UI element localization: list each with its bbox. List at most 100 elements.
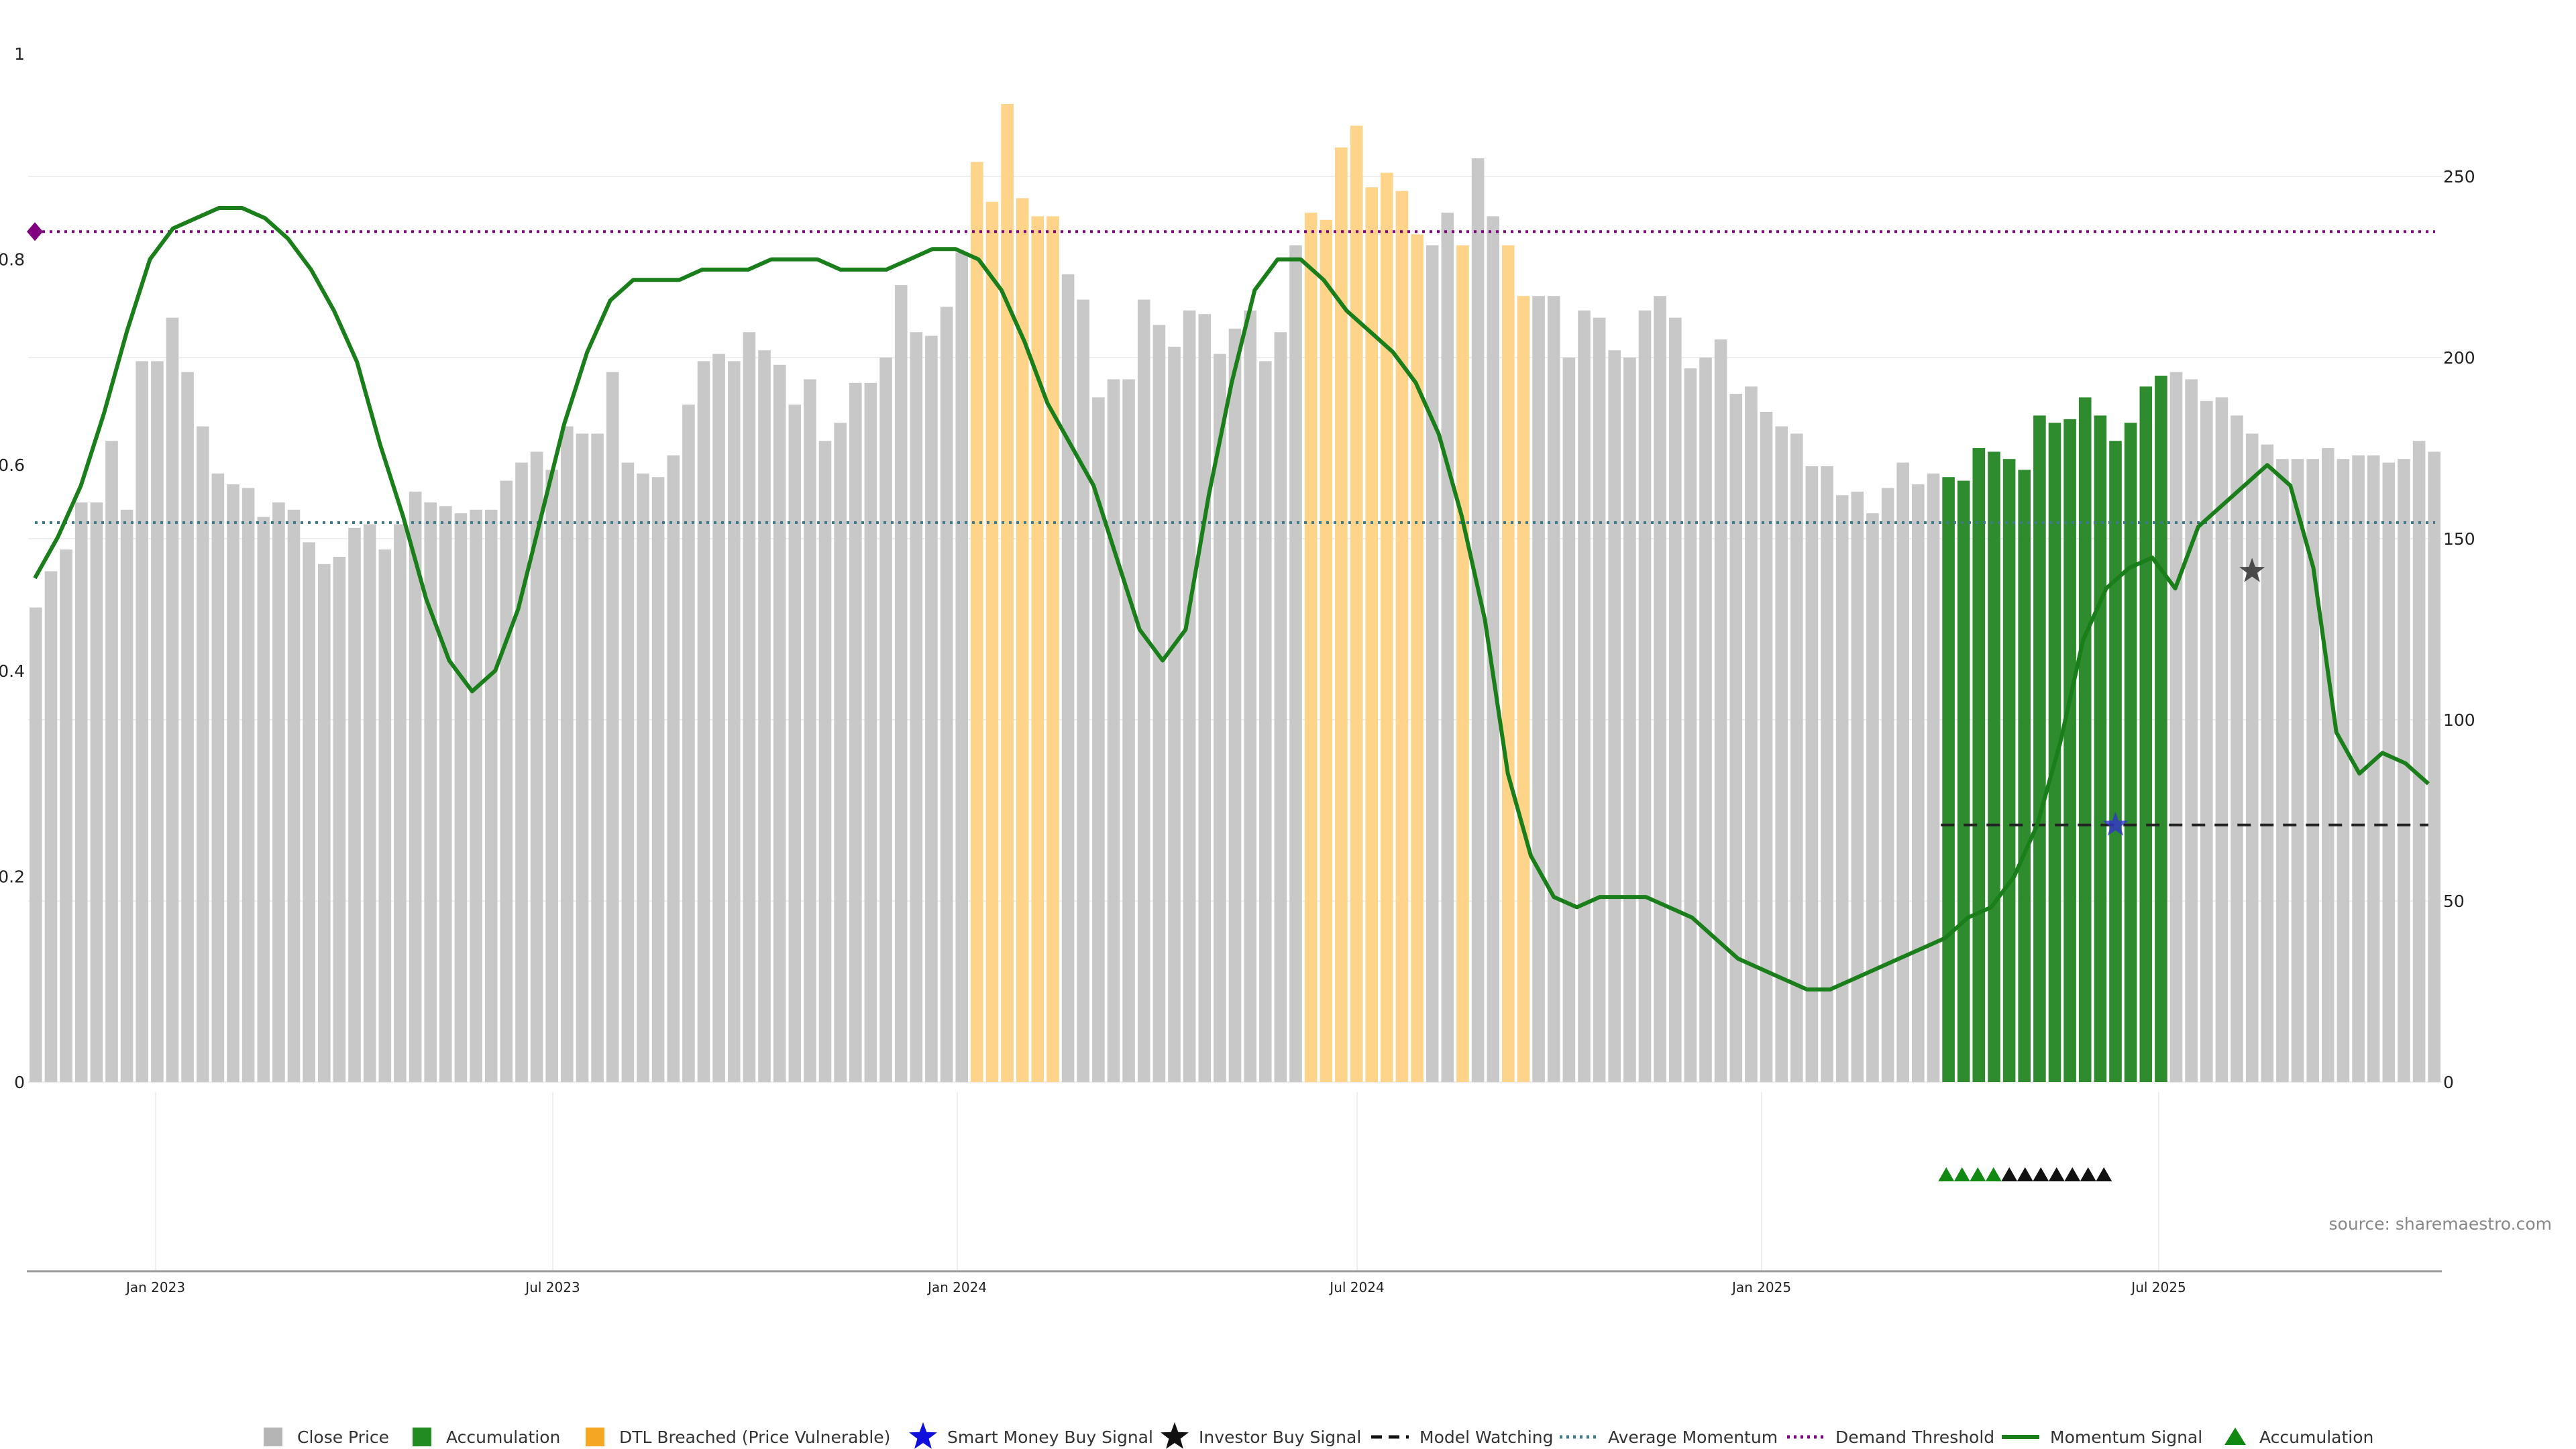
close-price-bar — [1168, 346, 1181, 1082]
close-price-bar — [287, 509, 301, 1082]
x-tick-label: Jan 2024 — [926, 1279, 987, 1295]
right-tick-label: 150 — [2443, 529, 2475, 549]
legend-label: Momentum Signal — [2050, 1428, 2202, 1447]
left-tick-label: 0.8 — [0, 250, 25, 270]
close-price-bar — [2367, 455, 2380, 1082]
close-price-bar — [333, 557, 346, 1082]
close-price-bar — [1441, 213, 1454, 1082]
close-price-bar — [500, 480, 513, 1082]
close-price-bar — [257, 517, 270, 1082]
dtl-breached-bar — [1304, 213, 1318, 1082]
close-price-bar — [120, 509, 133, 1082]
close-price-bar — [621, 462, 635, 1082]
legend-label: DTL Breached (Price Vulnerable) — [619, 1428, 890, 1447]
right-tick-label: 100 — [2443, 710, 2475, 730]
legend-item: Momentum Signal — [2002, 1428, 2202, 1447]
legend-label: Average Momentum — [1608, 1428, 1778, 1447]
dtl-breached-bar — [1320, 219, 1333, 1082]
accumulation-bar — [2078, 397, 2092, 1082]
momentum-signal-line — [33, 206, 2430, 991]
black-accumulation-marker — [2064, 1167, 2081, 1181]
close-price-bar — [864, 382, 877, 1082]
close-price-bar — [545, 470, 558, 1082]
right-tick-label: 200 — [2443, 348, 2475, 368]
legend-item: Model Watching — [1371, 1428, 1554, 1447]
close-price-bar — [682, 405, 695, 1082]
accumulation-bar — [2109, 441, 2122, 1082]
close-price-bar — [1289, 245, 1302, 1083]
close-price-bar — [2261, 444, 2274, 1082]
black-accumulation-marker — [2001, 1167, 2018, 1181]
close-price-bar — [1684, 368, 1697, 1083]
close-price-bar — [530, 451, 543, 1082]
close-price-bar — [1593, 317, 1606, 1083]
close-price-bar — [1821, 466, 1833, 1082]
close-price-bar — [955, 252, 968, 1082]
close-price-bar — [1471, 158, 1485, 1082]
source-label: source: sharemaestro.com — [2329, 1214, 2553, 1234]
close-price-bar — [1760, 412, 1773, 1082]
close-price-bar — [1775, 426, 1788, 1082]
close-price-bar — [1805, 466, 1819, 1082]
legend-square-icon — [264, 1428, 282, 1446]
close-price-bar — [834, 423, 847, 1082]
close-price-bar — [804, 379, 816, 1082]
left-tick-label: 1 — [14, 44, 25, 64]
close-price-bar — [1214, 354, 1226, 1082]
close-price-bar — [227, 484, 239, 1082]
legend-item: Accumulation — [413, 1428, 560, 1447]
left-tick-label: 0.6 — [0, 455, 25, 475]
accumulation-bar — [2002, 459, 2016, 1082]
dtl-breached-bar — [1456, 245, 1469, 1083]
close-price-bar — [136, 361, 148, 1082]
close-price-bar — [728, 361, 741, 1082]
right-tick-label: 0 — [2443, 1073, 2454, 1092]
close-price-bar — [60, 549, 72, 1082]
close-price-bar — [30, 607, 42, 1082]
close-price-bar — [151, 361, 164, 1082]
legend-item: Close Price — [264, 1428, 389, 1447]
axes: Jan 2023 Jul 2023 Jan 2024 Jul 2024 Jan 2025… — [0, 44, 2475, 1295]
accumulation-marker — [1970, 1167, 1986, 1181]
close-price-bar — [879, 358, 892, 1082]
right-tick-label: 250 — [2443, 167, 2475, 186]
close-price-bar — [2276, 459, 2289, 1082]
close-price-bar — [1927, 473, 1940, 1082]
close-price-bar — [439, 506, 452, 1082]
close-price-bar — [1714, 339, 1727, 1082]
close-price-bar — [211, 473, 225, 1082]
close-price-bar — [1152, 325, 1166, 1082]
legend-item: DTL Breached (Price Vulnerable) — [586, 1428, 890, 1447]
close-price-bar — [2231, 415, 2243, 1082]
legend-label: Smart Money Buy Signal — [947, 1428, 1153, 1447]
accumulation-bar — [2048, 423, 2061, 1082]
close-price-bar — [2382, 462, 2396, 1082]
reference-lines — [33, 206, 2435, 991]
black-accumulation-marker — [2017, 1167, 2033, 1181]
close-price-bar — [2245, 433, 2259, 1082]
close-price-bar — [303, 542, 315, 1082]
accumulation-bar — [1957, 480, 1970, 1082]
close-price-bar — [2185, 379, 2198, 1082]
accumulation-bar — [2033, 415, 2046, 1082]
legend-item: Accumulation — [2224, 1428, 2373, 1447]
legend-item: Demand Threshold — [1787, 1428, 1994, 1447]
close-price-bar — [1122, 379, 1135, 1082]
x-tick-label: Jul 2024 — [1328, 1279, 1384, 1295]
close-price-bar — [849, 382, 862, 1082]
accumulation-bar — [2063, 419, 2076, 1082]
close-price-bar — [1077, 299, 1089, 1083]
close-price-bar — [1532, 296, 1545, 1083]
accumulation-marker — [1985, 1167, 2002, 1181]
dtl-breached-bar — [1411, 234, 1424, 1082]
close-price-bar — [1137, 299, 1150, 1083]
legend-square-icon — [586, 1428, 604, 1446]
close-price-bar — [1729, 394, 1743, 1082]
close-price-bar — [105, 441, 118, 1082]
dtl-breached-bar — [1365, 187, 1378, 1083]
close-price-bar — [1699, 358, 1712, 1082]
x-tick-label: Jul 2025 — [2130, 1279, 2186, 1295]
close-price-bar — [1487, 216, 1499, 1082]
legend-label: Accumulation — [2259, 1428, 2373, 1447]
